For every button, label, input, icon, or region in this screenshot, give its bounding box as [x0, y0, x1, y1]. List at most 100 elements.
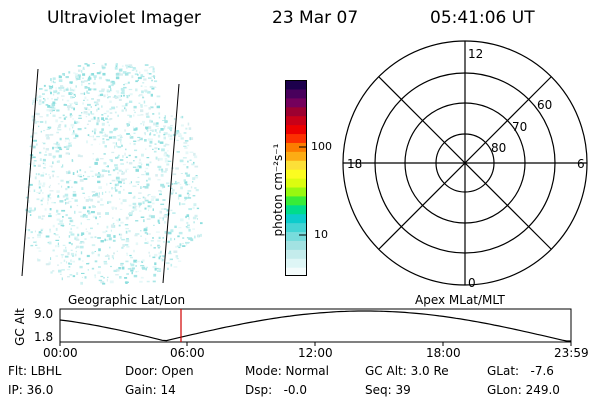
uv-speckle: [96, 122, 99, 126]
uv-speckle: [51, 201, 54, 204]
uv-speckle: [66, 145, 70, 149]
status-glon: GLon: 249.0: [487, 383, 560, 397]
uv-speckle: [72, 260, 75, 263]
uv-speckle: [49, 228, 51, 231]
uv-speckle: [75, 134, 79, 138]
uv-speckle: [162, 218, 164, 220]
uv-speckle: [40, 189, 42, 192]
uv-speckle: [111, 106, 116, 110]
uv-speckle: [194, 165, 199, 168]
uv-speckle: [39, 88, 43, 90]
uv-speckle: [83, 107, 88, 110]
colorbar-segment: [285, 133, 307, 143]
uv-speckle: [73, 137, 77, 139]
uv-speckle: [179, 134, 183, 138]
uv-speckle: [94, 173, 99, 177]
uv-speckle: [27, 237, 30, 239]
uv-speckle: [97, 200, 100, 203]
limb-line-left: [21, 68, 39, 277]
uv-speckle: [81, 187, 84, 190]
uv-speckle: [200, 222, 203, 225]
uv-speckle: [101, 128, 104, 131]
uv-speckle: [85, 228, 87, 230]
uv-speckle: [25, 210, 27, 213]
uv-speckle: [88, 198, 91, 201]
uv-speckle: [60, 254, 64, 256]
uv-speckle: [153, 196, 156, 199]
uv-speckle: [82, 73, 86, 76]
uv-speckle: [164, 170, 167, 173]
uv-speckle: [148, 67, 151, 69]
uv-speckle: [118, 169, 122, 172]
uv-speckle: [164, 157, 168, 160]
uv-speckle: [131, 69, 135, 71]
uv-speckle: [144, 69, 148, 72]
uv-speckle: [87, 134, 90, 136]
uv-speckle: [29, 214, 32, 216]
uv-speckle: [80, 215, 82, 218]
uv-speckle: [47, 97, 49, 100]
uv-speckle: [114, 66, 118, 70]
uv-speckle: [184, 196, 188, 199]
uv-speckle: [108, 170, 110, 173]
uv-speckle: [65, 246, 67, 249]
uv-speckle: [154, 267, 157, 271]
uv-speckle: [180, 116, 182, 119]
uv-speckle: [129, 267, 134, 270]
colorbar-segment: [285, 151, 307, 161]
uv-speckle: [77, 233, 80, 237]
uv-speckle: [144, 207, 147, 210]
uv-speckle: [47, 241, 49, 244]
uv-speckle: [30, 244, 34, 247]
uv-speckle: [65, 88, 69, 91]
uv-speckle: [135, 88, 138, 92]
uv-speckle: [72, 132, 75, 135]
uv-speckle: [70, 205, 72, 209]
uv-speckle: [42, 101, 45, 104]
uv-speckle: [160, 258, 163, 261]
uv-speckle: [36, 247, 41, 249]
uv-speckle: [110, 88, 112, 91]
uv-speckle: [103, 112, 107, 115]
uv-speckle: [108, 257, 110, 260]
uv-speckle: [119, 134, 122, 136]
status-gain: Gain: 14: [125, 383, 176, 397]
uv-speckle: [190, 186, 193, 189]
uv-speckle: [66, 99, 70, 102]
uv-speckle: [156, 105, 160, 109]
uv-speckle: [99, 143, 101, 145]
uv-speckle: [70, 82, 72, 84]
uv-speckle: [51, 98, 53, 100]
uv-speckle: [112, 142, 115, 144]
uv-speckle: [68, 235, 71, 238]
uv-speckle: [123, 86, 127, 89]
uv-speckle: [183, 142, 188, 144]
status-door: Door: Open: [125, 364, 194, 378]
uv-speckle: [137, 139, 140, 142]
uv-speckle: [126, 123, 129, 125]
uv-speckle: [160, 173, 164, 177]
uv-speckle: [75, 85, 77, 88]
uv-speckle: [170, 263, 173, 267]
uv-speckle: [133, 128, 137, 131]
uv-speckle: [95, 158, 99, 161]
uv-speckle: [144, 199, 149, 202]
uv-speckle: [160, 250, 162, 254]
uv-speckle: [189, 137, 191, 141]
uv-speckle: [193, 221, 195, 224]
uv-speckle: [64, 124, 67, 128]
uv-speckle: [39, 103, 41, 106]
uv-speckle: [41, 142, 46, 144]
uv-speckle: [87, 92, 90, 94]
uv-speckle: [50, 112, 52, 114]
uv-speckle: [164, 231, 167, 234]
uv-speckle: [144, 170, 146, 173]
uv-speckle: [85, 112, 90, 115]
uv-speckle: [121, 170, 123, 173]
uv-speckle: [108, 191, 111, 194]
uv-speckle: [44, 98, 46, 102]
uv-speckle: [131, 75, 134, 79]
uv-speckle: [158, 168, 161, 171]
uv-speckle: [69, 219, 73, 223]
uv-speckle: [101, 114, 104, 116]
